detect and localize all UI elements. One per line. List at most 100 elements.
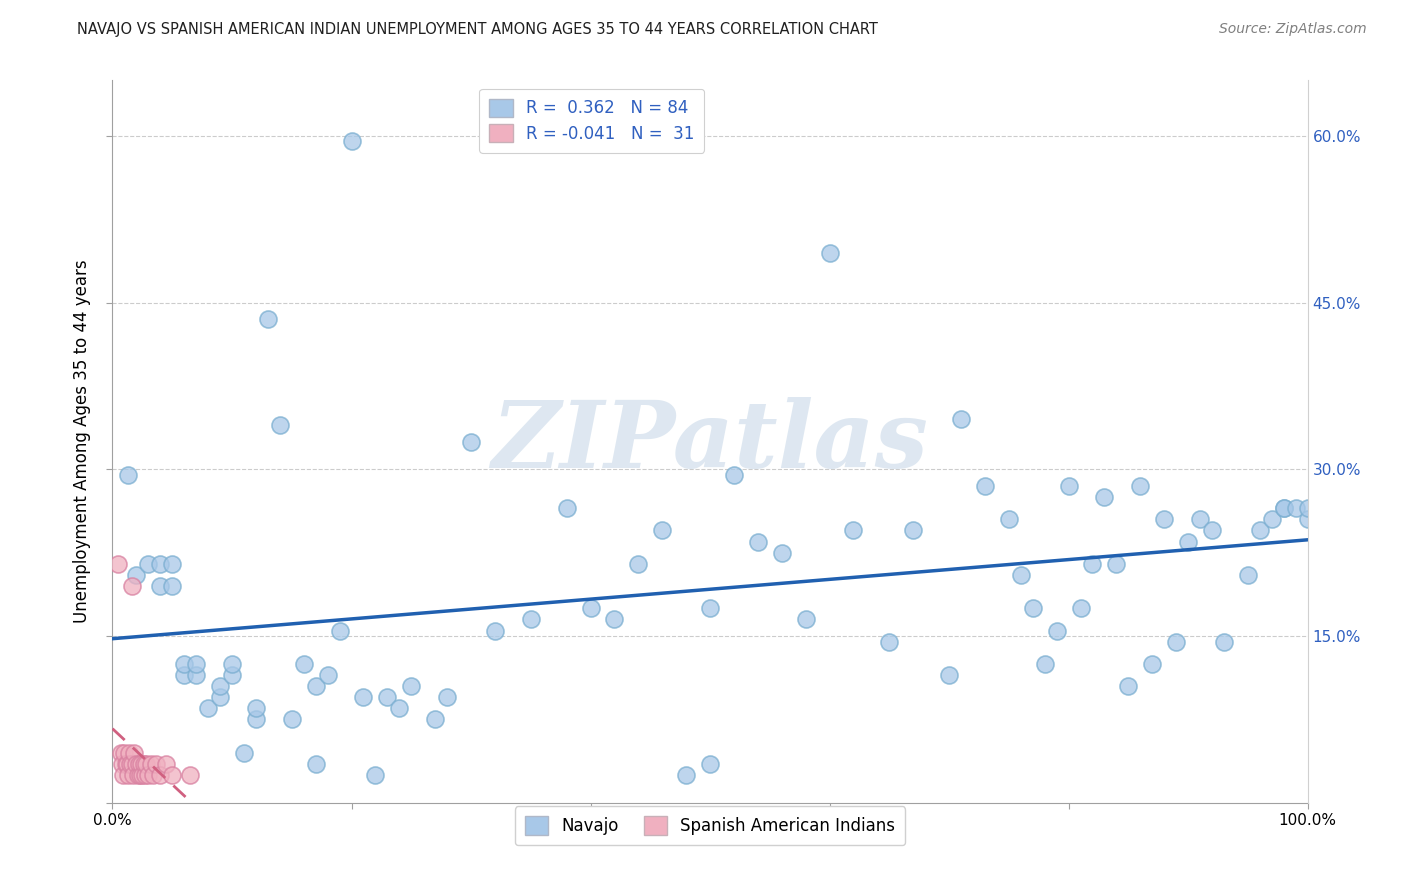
Point <box>794 612 817 626</box>
Point <box>1022 601 1045 615</box>
Legend: Navajo, Spanish American Indians: Navajo, Spanish American Indians <box>515 806 905 845</box>
Point <box>329 624 352 638</box>
Point <box>1177 534 1199 549</box>
Point <box>364 768 387 782</box>
Point <box>125 756 148 771</box>
Point <box>1033 657 1056 671</box>
Point <box>520 612 543 626</box>
Point <box>129 768 152 782</box>
Point <box>603 612 626 626</box>
Point <box>305 756 328 771</box>
Point <box>1201 524 1223 538</box>
Point <box>1094 490 1116 504</box>
Point <box>938 668 960 682</box>
Point <box>484 624 506 638</box>
Point <box>138 768 160 782</box>
Point <box>128 756 150 771</box>
Text: ZIPatlas: ZIPatlas <box>492 397 928 486</box>
Point <box>950 412 973 426</box>
Point <box>842 524 865 538</box>
Point <box>425 713 447 727</box>
Point <box>1237 568 1260 582</box>
Point <box>132 756 155 771</box>
Point <box>162 768 183 782</box>
Point <box>818 245 841 260</box>
Point <box>155 756 177 771</box>
Point <box>121 768 143 782</box>
Point <box>114 746 135 760</box>
Point <box>162 557 183 571</box>
Point <box>651 524 673 538</box>
Point <box>388 701 411 715</box>
Point <box>1272 501 1295 516</box>
Point <box>627 557 650 571</box>
Point <box>115 756 138 771</box>
Point <box>401 679 423 693</box>
Point <box>1118 679 1140 693</box>
Point <box>1142 657 1164 671</box>
Point <box>436 690 458 705</box>
Point <box>1296 512 1319 526</box>
Point <box>117 768 139 782</box>
Point <box>129 756 152 771</box>
Point <box>131 768 153 782</box>
Point <box>460 434 482 449</box>
Point <box>555 501 578 516</box>
Point <box>770 546 793 560</box>
Point <box>139 756 162 771</box>
Point <box>197 701 219 715</box>
Point <box>221 657 243 671</box>
Point <box>1213 634 1236 648</box>
Point <box>1057 479 1080 493</box>
Point <box>340 135 363 149</box>
Point <box>1296 501 1319 516</box>
Point <box>118 746 141 760</box>
Point <box>377 690 399 705</box>
Point <box>1081 557 1104 571</box>
Point <box>121 756 143 771</box>
Point <box>903 524 925 538</box>
Point <box>186 668 208 682</box>
Point <box>149 579 172 593</box>
Point <box>675 768 697 782</box>
Point <box>1010 568 1032 582</box>
Point <box>233 746 256 760</box>
Point <box>111 756 134 771</box>
Point <box>110 746 132 760</box>
Point <box>998 512 1021 526</box>
Point <box>149 768 172 782</box>
Point <box>1129 479 1152 493</box>
Point <box>122 746 145 760</box>
Point <box>281 713 304 727</box>
Point <box>142 768 165 782</box>
Point <box>112 768 135 782</box>
Text: NAVAJO VS SPANISH AMERICAN INDIAN UNEMPLOYMENT AMONG AGES 35 TO 44 YEARS CORRELA: NAVAJO VS SPANISH AMERICAN INDIAN UNEMPL… <box>77 22 879 37</box>
Point <box>723 467 745 482</box>
Point <box>134 768 156 782</box>
Point <box>879 634 901 648</box>
Point <box>352 690 374 705</box>
Point <box>1166 634 1188 648</box>
Point <box>221 668 243 682</box>
Point <box>209 690 232 705</box>
Point <box>145 756 167 771</box>
Point <box>1105 557 1128 571</box>
Point <box>135 756 157 771</box>
Point <box>120 756 142 771</box>
Point <box>257 312 280 326</box>
Point <box>269 417 291 432</box>
Point <box>579 601 602 615</box>
Point <box>1285 501 1308 516</box>
Point <box>173 668 195 682</box>
Point <box>1261 512 1284 526</box>
Point <box>1070 601 1092 615</box>
Point <box>316 668 339 682</box>
Point <box>1153 512 1175 526</box>
Point <box>1249 524 1271 538</box>
Point <box>186 657 208 671</box>
Point <box>305 679 328 693</box>
Point <box>138 557 160 571</box>
Point <box>121 579 143 593</box>
Point <box>173 657 195 671</box>
Point <box>245 713 267 727</box>
